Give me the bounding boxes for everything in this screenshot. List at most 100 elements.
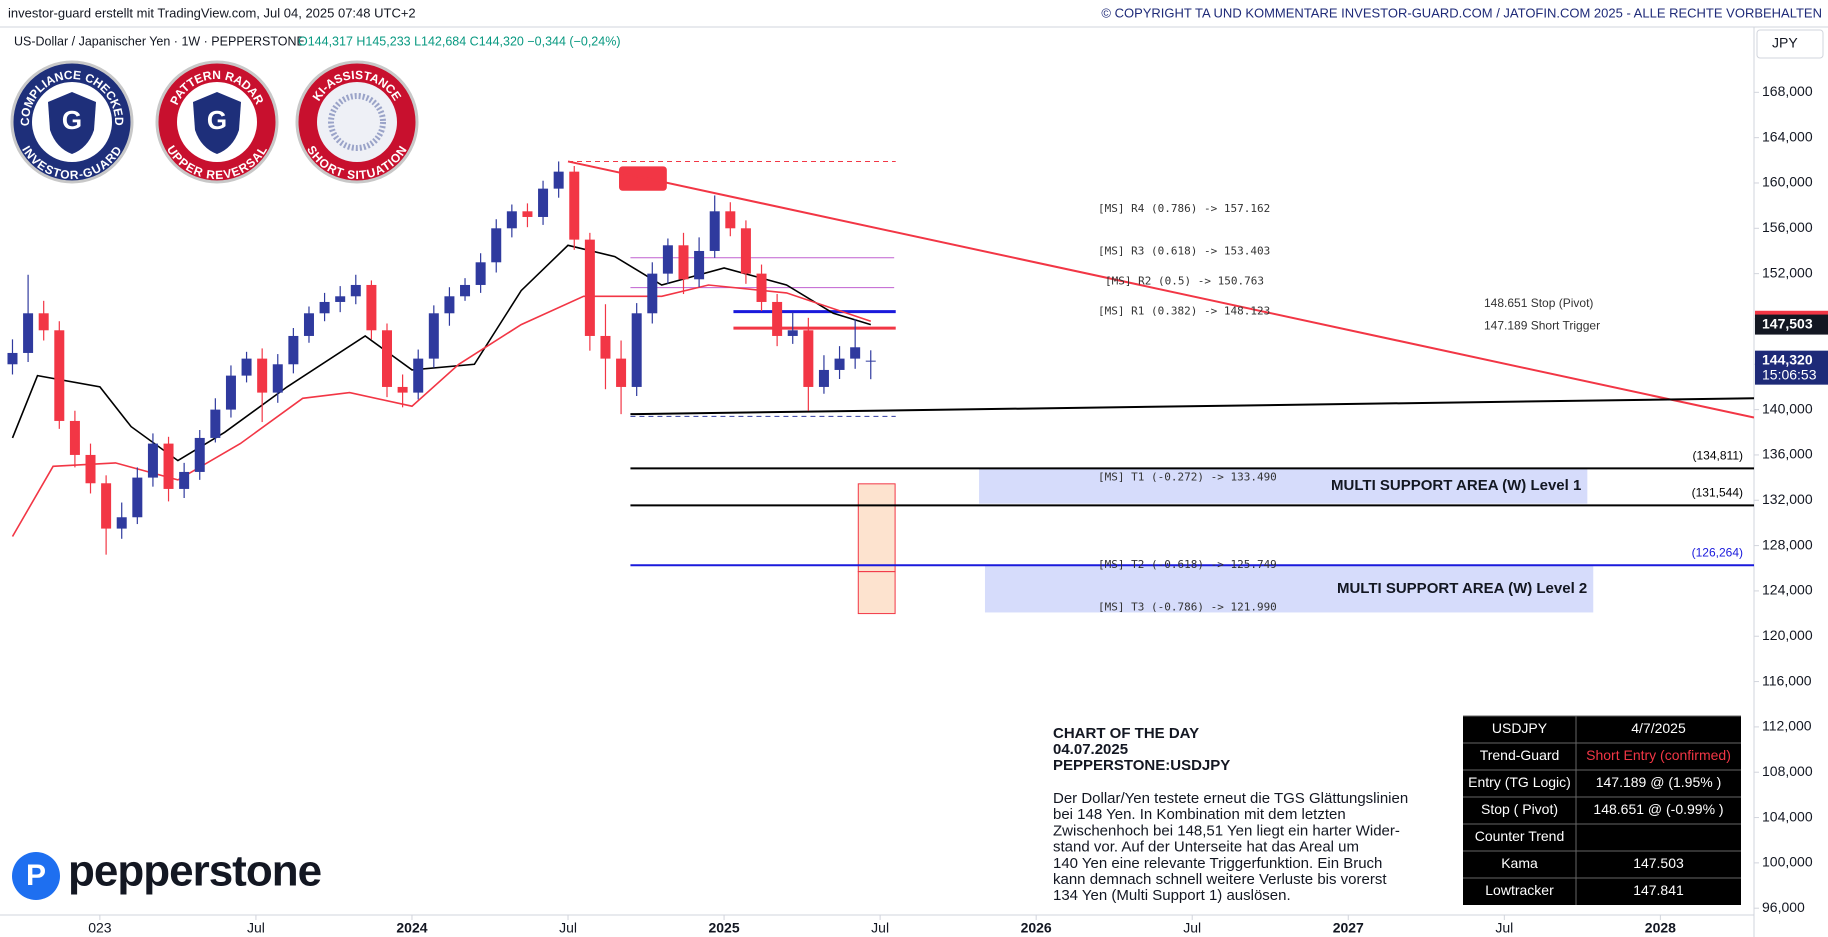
commentary-line: stand vor. Auf der Unterseite hat das Ar…: [1053, 839, 1359, 856]
fib-label: [MS] T1 (-0.272) -> 133.490: [1098, 470, 1277, 483]
candle-body: [413, 358, 424, 393]
candle-body: [147, 443, 158, 478]
commentary-line: Der Dollar/Yen testete erneut die TGS Gl…: [1053, 790, 1408, 807]
candle-body: [740, 228, 751, 274]
price-label-box: [1755, 350, 1828, 385]
candle-body: [647, 273, 658, 314]
candle-body: [366, 284, 377, 331]
table-cell: Short Entry (confirmed): [1586, 747, 1731, 763]
indicator-line: [11, 244, 872, 462]
fib-label: [MS] R1 (0.382) -> 148.123: [1098, 305, 1270, 318]
logo-mark: P: [26, 859, 46, 892]
commentary-line: kann demnach schnell weitere Verluste bi…: [1053, 871, 1387, 888]
candle-body: [397, 386, 408, 393]
table-cell: 4/7/2025: [1631, 720, 1686, 736]
candle-body: [272, 364, 283, 393]
y-tick-label: 120,000: [1762, 627, 1813, 643]
table-cell: Lowtracker: [1485, 882, 1554, 898]
price-label-time: 15:06:53: [1762, 366, 1817, 382]
candle-body: [23, 313, 34, 353]
candle-body: [709, 211, 720, 251]
candle-body: [101, 483, 112, 529]
level-note: 147.189 Short Trigger: [1484, 318, 1600, 332]
candle-body: [350, 284, 361, 297]
logo-icon: [12, 852, 60, 900]
candle-body: [584, 239, 595, 336]
commentary-line: Zwischenhoch bei 148,51 Yen liegt ein ha…: [1053, 822, 1400, 839]
x-tick-label: 2024: [396, 920, 427, 936]
fib-label: [MS] T2 (-0.618) -> 125.749: [1098, 558, 1277, 571]
candle-body: [865, 360, 876, 362]
level-label: (134,811): [1693, 449, 1743, 463]
y-tick-label: 96,000: [1762, 899, 1805, 915]
y-tick-label: 168,000: [1762, 83, 1813, 99]
commentary-heading: CHART OF THE DAY: [1053, 725, 1199, 742]
fib-label: [MS] T3 (-0.786) -> 121.990: [1098, 601, 1277, 614]
y-tick-label: 140,000: [1762, 400, 1813, 416]
badge-globe: [328, 93, 386, 151]
fib-label: [MS] R4 (0.786) -> 157.162: [1098, 202, 1270, 215]
candle-body: [257, 358, 268, 393]
candle-body: [303, 313, 314, 336]
y-tick-label: 124,000: [1762, 582, 1813, 598]
candle-body: [116, 517, 127, 529]
trendline: [567, 160, 1754, 419]
candle-body: [569, 171, 580, 240]
candle-body: [631, 313, 642, 387]
candle-body: [850, 347, 861, 359]
y-tick-label: 108,000: [1762, 763, 1813, 779]
axis-unit: JPY: [1772, 35, 1798, 51]
x-tick-label: Jul: [871, 920, 889, 936]
plot-area: MULTI SUPPORT AREA (W) Level 1 MULTI SUPP…: [7, 160, 1754, 615]
candle-body: [694, 250, 705, 280]
table-cell: Trend-Guard: [1480, 747, 1560, 763]
x-tick-label: 023: [88, 920, 112, 936]
commentary-line: 140 Yen eine relevante Triggerfunktion. …: [1053, 855, 1382, 872]
table-cell: Kama: [1501, 855, 1538, 871]
logo: P pepperstone: [12, 847, 322, 900]
trendline: [630, 397, 1754, 416]
candle-body: [69, 420, 80, 455]
candle-body: [428, 313, 439, 359]
price-label: 147,503: [1762, 315, 1813, 331]
candle-body: [335, 296, 346, 302]
support-zone: [984, 565, 1594, 613]
x-tick-label: 2027: [1333, 920, 1364, 936]
box: [857, 483, 896, 573]
candle-body: [460, 284, 471, 297]
table-cell: 148.651 @ (-0.99% ): [1593, 801, 1723, 817]
candle-body: [210, 409, 221, 438]
y-tick-label: 100,000: [1762, 854, 1813, 870]
candle-body: [803, 330, 814, 387]
candle-body: [163, 443, 174, 489]
header-left: investor-guard erstellt mit TradingView.…: [8, 5, 416, 20]
table-cell: 147.503: [1633, 855, 1684, 871]
candle-body: [553, 171, 564, 189]
logo-text: pepperstone: [68, 847, 321, 896]
candle-body: [616, 358, 627, 387]
zone-label: MULTI SUPPORT AREA (W) Level 1: [1331, 477, 1581, 494]
candle-body: [319, 301, 330, 314]
candle-body: [54, 330, 65, 421]
table-cell: Stop ( Pivot): [1481, 801, 1558, 817]
badges: G COMPLIANCE CHECKED INVESTOR-GUARD G PA…: [10, 60, 419, 184]
candle-body: [818, 369, 829, 387]
x-tick-label: Jul: [559, 920, 577, 936]
candle-body: [225, 375, 236, 410]
price-label: 144,320: [1762, 351, 1813, 367]
candle-body: [522, 211, 533, 217]
candle-body: [85, 454, 96, 484]
candle-body: [288, 335, 299, 365]
candle-body: [491, 228, 502, 263]
candle-body: [132, 477, 143, 518]
x-tick-label: Jul: [247, 920, 265, 936]
candle-body: [834, 358, 845, 370]
candle-body: [444, 296, 455, 314]
candle-body: [756, 273, 767, 302]
fib-label: [MS] R2 (0.5) -> 150.763: [1105, 275, 1264, 288]
price-label-box: [1755, 314, 1828, 335]
candle-body: [179, 471, 190, 489]
commentary-line: bei 148 Yen. In Kombination mit dem letz…: [1053, 806, 1346, 823]
table-bg: [1463, 716, 1741, 905]
